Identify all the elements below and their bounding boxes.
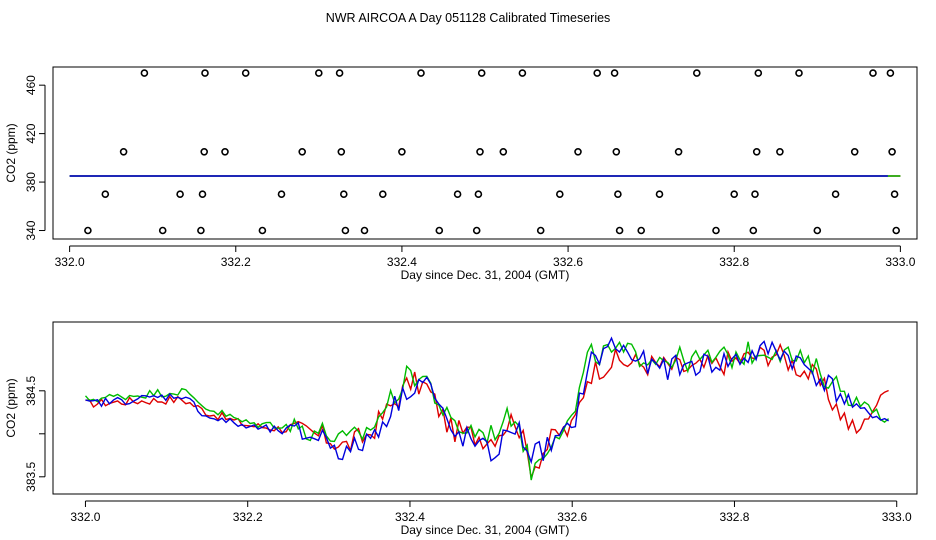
data-point <box>435 226 444 235</box>
y-tick-label: 384.5 <box>24 375 38 405</box>
data-point <box>655 190 664 198</box>
data-point <box>831 190 840 198</box>
data-point <box>593 69 602 77</box>
data-point <box>474 190 483 198</box>
timeseries-panel: 332.0 332.2 332.4 332.6 332.8 333.0 Day since … <box>4 321 918 537</box>
x-tick-label: 332.0 <box>70 510 100 524</box>
x-tick-label: 332.2 <box>233 510 263 524</box>
y-tick-label: 383.5 <box>24 461 38 491</box>
plot-frame <box>52 321 918 495</box>
y-tick-label: 460 <box>24 75 38 95</box>
data-point <box>200 148 208 156</box>
data-point <box>892 226 901 235</box>
data-point <box>890 190 899 198</box>
data-point <box>555 190 564 198</box>
data-point <box>198 190 207 198</box>
data-point <box>749 226 758 235</box>
x-axis-label: Day since Dec. 31, 2004 (GMT) <box>401 523 570 537</box>
data-point <box>476 148 484 156</box>
data-point <box>499 148 508 156</box>
y-tick-label: 380 <box>24 172 38 192</box>
data-point <box>813 226 822 235</box>
data-point <box>277 190 286 198</box>
data-point <box>730 190 739 198</box>
data-point <box>752 148 761 156</box>
data-point <box>754 69 763 77</box>
data-point <box>612 148 621 156</box>
data-point <box>574 148 582 156</box>
data-point <box>101 190 110 198</box>
data-point <box>158 226 167 235</box>
data-point <box>417 69 425 77</box>
data-point <box>712 226 720 235</box>
data-point <box>339 190 348 198</box>
data-point <box>140 69 149 77</box>
series-line-green <box>84 340 890 481</box>
y-axis-label: CO2 (ppm) <box>4 378 18 437</box>
data-point <box>298 148 307 156</box>
data-point <box>888 148 896 156</box>
x-tick-label: 333.0 <box>882 510 912 524</box>
data-point <box>674 148 683 156</box>
data-point <box>751 190 759 198</box>
data-point <box>84 226 92 235</box>
data-point <box>776 148 784 156</box>
data-point <box>221 148 229 156</box>
series-line-red <box>85 342 889 479</box>
data-point <box>176 190 184 198</box>
scatter-panel: 332.0 332.2 332.4 332.6 332.8 333.0 Day since … <box>4 66 918 282</box>
data-point <box>477 69 486 77</box>
data-point <box>518 69 527 77</box>
data-point <box>197 226 205 235</box>
figure-title: NWR AIRCOA A Day 051128 Calibrated Times… <box>326 11 611 25</box>
x-tick-label: 332.4 <box>395 510 425 524</box>
data-point <box>337 148 346 156</box>
data-point <box>258 226 267 235</box>
data-point <box>615 226 624 235</box>
data-point <box>314 69 323 77</box>
data-point <box>341 226 350 235</box>
y-tick-label: 340 <box>24 220 38 240</box>
x-tick-label: 332.8 <box>719 255 749 269</box>
y-axis-label: CO2 (ppm) <box>4 123 18 182</box>
x-tick-label: 332.6 <box>557 510 587 524</box>
data-point <box>241 69 250 77</box>
data-point <box>850 148 859 156</box>
x-tick-label: 333.0 <box>885 255 915 269</box>
data-point <box>637 226 646 235</box>
x-tick-label: 332.8 <box>719 510 749 524</box>
data-point <box>536 226 545 235</box>
data-point <box>610 69 619 77</box>
data-point <box>795 69 803 77</box>
x-tick-label: 332.2 <box>221 255 251 269</box>
data-point <box>119 148 128 156</box>
data-point <box>201 69 209 77</box>
data-point <box>692 69 701 77</box>
data-point <box>886 69 895 77</box>
series-line-blue <box>85 336 889 465</box>
x-tick-label: 332.6 <box>553 255 583 269</box>
data-point <box>398 148 406 156</box>
y-tick-label: 420 <box>24 123 38 143</box>
data-point <box>335 69 344 77</box>
data-point <box>614 190 622 198</box>
data-point <box>869 69 877 77</box>
x-axis-label: Day since Dec. 31, 2004 (GMT) <box>401 268 570 282</box>
x-tick-label: 332.4 <box>387 255 417 269</box>
data-point <box>472 226 481 235</box>
data-point <box>453 190 462 198</box>
plot-frame <box>52 66 918 240</box>
x-tick-label: 332.0 <box>55 255 85 269</box>
data-point <box>360 226 369 235</box>
data-point <box>378 190 387 198</box>
